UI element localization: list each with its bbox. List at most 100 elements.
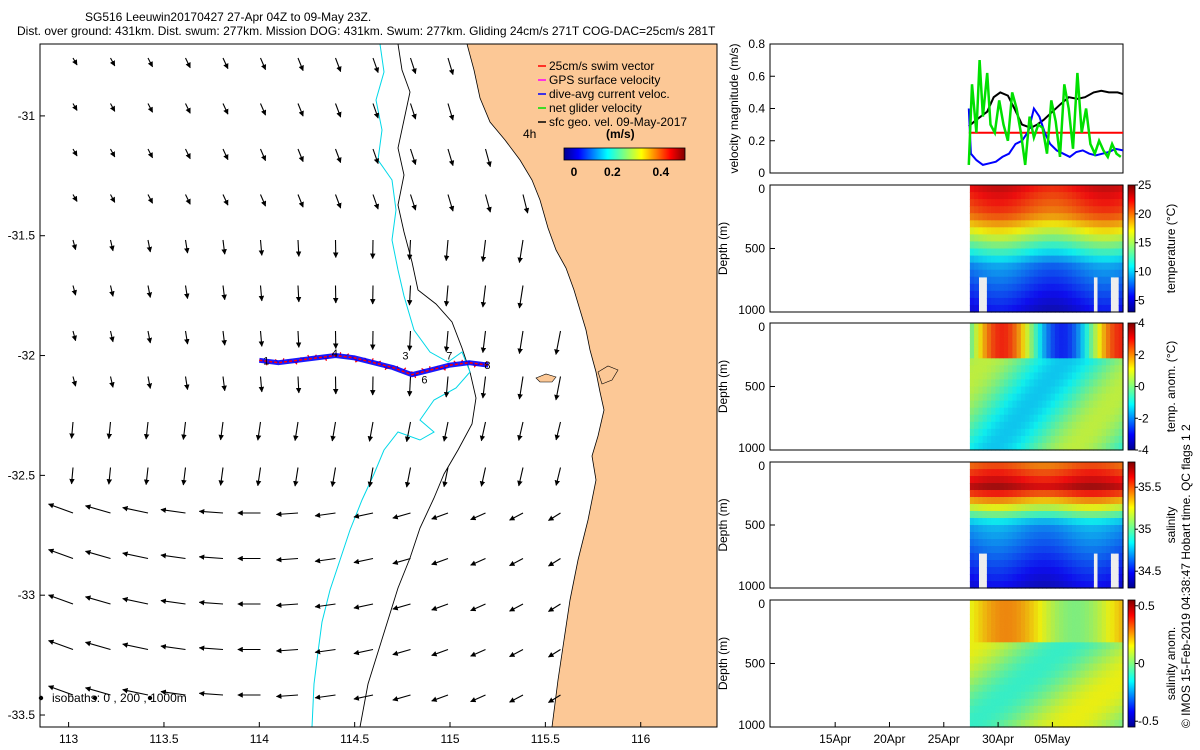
legend-item-label: dive-avg current veloc. bbox=[549, 87, 670, 101]
velocity-arrow bbox=[406, 285, 413, 306]
velocity-arrow bbox=[409, 103, 417, 120]
velocity-arrow bbox=[470, 694, 486, 703]
velocity-arrow bbox=[517, 467, 524, 487]
velocity-arrow bbox=[314, 557, 336, 564]
land-mass bbox=[466, 44, 717, 727]
velocity-arrow bbox=[69, 467, 75, 485]
map-frame bbox=[39, 43, 718, 728]
velocity-arrow bbox=[297, 148, 304, 163]
velocity-arrow bbox=[297, 57, 304, 72]
velocity-arrow bbox=[275, 556, 299, 563]
velocity-arrow bbox=[297, 194, 304, 208]
velocity-ytick-label: 0.6 bbox=[748, 69, 765, 83]
velocity-arrow bbox=[392, 694, 411, 702]
velocity-arrow bbox=[334, 194, 342, 209]
legend-item-label: sfc geo. vel. 09-May-2017 bbox=[549, 115, 687, 129]
velocity-arrow bbox=[71, 285, 77, 296]
map-xtick-label: 114 bbox=[250, 732, 269, 746]
velocity-arrow bbox=[221, 330, 227, 346]
velocity-arrow bbox=[84, 595, 111, 605]
colorbar-tick-label: 25 bbox=[1138, 178, 1152, 192]
velocity-arrow bbox=[184, 330, 190, 345]
velocity-arrow bbox=[330, 467, 337, 487]
velocity-arrow bbox=[122, 551, 149, 560]
velocity-arrow bbox=[146, 239, 153, 253]
velocity-arrow bbox=[72, 57, 78, 66]
legend-item-label: GPS surface velocity bbox=[549, 73, 660, 87]
velocity-arrow bbox=[184, 285, 190, 300]
velocity-arrow bbox=[147, 148, 154, 159]
velocity-arrow bbox=[84, 504, 111, 514]
map-ytick-label: -31.5 bbox=[8, 229, 36, 243]
section-ytick-label: 500 bbox=[745, 380, 765, 394]
map-xtick-label: 113 bbox=[59, 732, 78, 746]
velocity-arrow bbox=[470, 603, 486, 612]
velocity-arrow bbox=[72, 103, 78, 111]
velocity-ytick-label: 0.8 bbox=[748, 37, 765, 51]
velocity-arrow bbox=[443, 285, 450, 307]
velocity-arrow bbox=[372, 148, 380, 165]
figure-title: SG516 Leeuwin20170427 27-Apr 04Z to 09-M… bbox=[85, 10, 372, 24]
section-colorbar bbox=[1127, 599, 1136, 728]
velocity-arrow bbox=[479, 421, 487, 442]
velocity-frame bbox=[769, 43, 1124, 174]
velocity-arrow bbox=[442, 467, 449, 488]
velocity-arrow bbox=[404, 467, 412, 488]
velocity-arrow bbox=[442, 421, 449, 442]
velocity-arrow bbox=[548, 512, 561, 521]
velocity-arrow bbox=[293, 421, 299, 442]
island bbox=[535, 373, 557, 383]
velocity-arrow bbox=[185, 194, 191, 205]
velocity-arrow bbox=[221, 239, 227, 255]
velocity-arrow bbox=[84, 686, 111, 696]
velocity-arrow bbox=[84, 641, 111, 651]
velocity-arrow bbox=[258, 376, 265, 393]
time-xtick-label: 05May bbox=[1034, 732, 1070, 746]
velocity-arrow bbox=[554, 467, 562, 486]
velocity-series-sfc-geo-vel bbox=[968, 89, 1123, 129]
velocity-arrow bbox=[480, 285, 487, 308]
velocity-arrow bbox=[314, 694, 336, 700]
colorbar-tick-label: 35.5 bbox=[1138, 480, 1162, 494]
velocity-arrow bbox=[181, 467, 187, 486]
glider-track: 1 4 3 7 6 8 bbox=[258, 348, 490, 387]
velocity-arrow bbox=[222, 103, 229, 115]
velocity-arrow bbox=[218, 421, 224, 441]
velocity-arrow bbox=[221, 285, 227, 301]
time-xtick-label: 20Apr bbox=[873, 732, 905, 746]
velocity-arrow bbox=[470, 512, 486, 521]
velocity-arrow bbox=[69, 421, 75, 439]
isobath-marker-200 bbox=[92, 695, 98, 701]
track-label: 1 bbox=[263, 355, 269, 367]
velocity-arrow bbox=[431, 603, 449, 611]
velocity-arrow bbox=[146, 376, 153, 389]
velocity-arrow bbox=[198, 554, 224, 560]
velocity-arrow bbox=[484, 194, 492, 213]
velocity-arrow bbox=[109, 103, 116, 112]
velocity-arrow bbox=[185, 57, 191, 69]
legend-interval: 4h bbox=[523, 127, 536, 141]
velocity-arrow bbox=[143, 467, 150, 486]
section-ytick-label: 500 bbox=[745, 518, 765, 532]
velocity-arrow bbox=[160, 598, 186, 605]
velocity-arrow bbox=[353, 512, 374, 519]
velocity-arrow bbox=[353, 603, 374, 610]
map-xtick-label: 115.5 bbox=[531, 732, 560, 746]
legend-colorbar bbox=[563, 147, 686, 161]
colorbar-tick-label: 0 bbox=[1138, 380, 1145, 394]
velocity-arrow bbox=[198, 645, 224, 651]
velocity-arrow bbox=[392, 557, 411, 565]
section-ytick-label: 1000 bbox=[738, 579, 765, 593]
legend-colorbar-tick: 0.2 bbox=[604, 165, 621, 179]
velocity-arrow bbox=[372, 103, 380, 119]
map-ytick-label: -32.5 bbox=[8, 468, 36, 482]
velocity-arrow bbox=[295, 376, 302, 394]
velocity-arrow bbox=[275, 647, 299, 654]
velocity-arrow bbox=[222, 57, 229, 70]
velocity-arrow bbox=[353, 648, 374, 656]
velocity-arrow bbox=[198, 508, 224, 515]
velocity-arrow bbox=[147, 57, 154, 68]
velocity-arrow bbox=[258, 239, 265, 256]
velocity-arrow bbox=[431, 694, 449, 702]
velocity-arrow bbox=[548, 694, 561, 703]
